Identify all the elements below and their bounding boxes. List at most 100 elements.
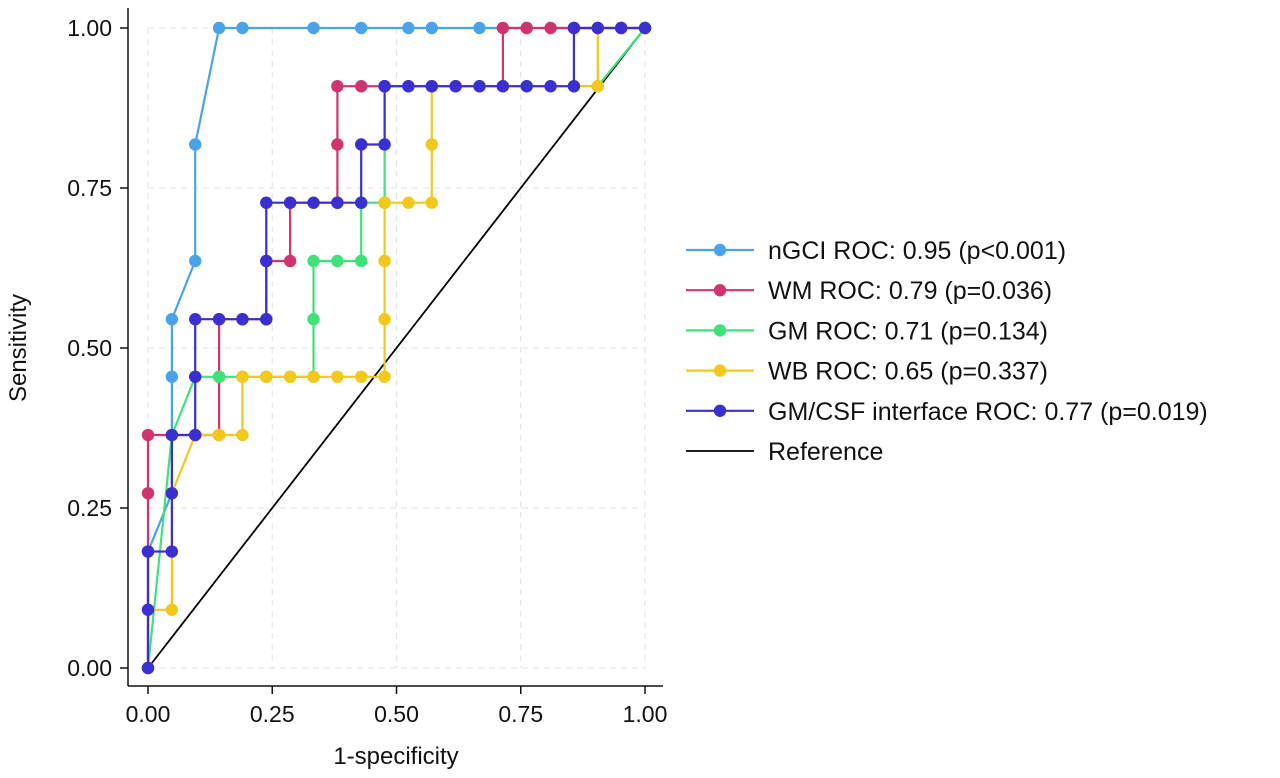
data-point-gm-csf [141,603,155,616]
data-point-wb [236,428,249,442]
data-point-wb [402,196,415,209]
data-point-gm-csf [544,80,557,93]
data-point-gm-csf [425,80,438,93]
legend-swatch-marker [713,324,727,337]
data-point-gm-csf [614,21,628,35]
data-point-gm-csf [260,313,273,326]
data-point-ngci [473,21,486,35]
data-point-gm [331,254,344,268]
series-reference [147,27,646,669]
x-tick-label: 1.00 [623,701,668,727]
legend-label: WB ROC: 0.65 (p=0.337) [768,358,1048,386]
series-gm-csf [141,21,652,675]
x-axis-title: 1-specificity [333,743,458,770]
data-point-gm-csf [355,196,368,209]
data-point-wm [283,254,297,268]
data-point-ngci [402,21,415,35]
data-point-gm-csf [355,138,368,151]
data-point-gm-csf [496,80,510,93]
data-point-gm [307,254,320,268]
data-point-wb [378,196,391,209]
series-line-wb [146,26,645,668]
data-point-gm-csf [331,196,344,209]
data-point-gm-csf [189,370,202,383]
data-point-gm-csf [165,545,179,558]
data-point-wb [260,370,273,383]
legend-item-gm: GM ROC: 0.71 (p=0.134) [686,317,1048,345]
data-point-gm-csf [307,196,320,209]
y-tick-label: 0.25 [67,495,112,521]
legend-label: WM ROC: 0.79 (p=0.036) [768,277,1052,305]
data-point-wb [378,313,391,326]
x-tick-label: 0.50 [374,701,419,727]
data-point-gm-csf [638,21,652,35]
data-point-wm [141,487,155,500]
data-point-wm [331,138,344,151]
data-point-ngci [236,21,249,35]
data-point-gm-csf [378,80,391,93]
data-point-gm-csf [165,487,179,500]
data-point-wb [425,196,438,209]
data-point-wb [307,370,320,383]
data-point-gm [355,254,368,268]
legend-swatch-marker [713,404,727,417]
data-point-wm [141,428,155,442]
x-tick-label: 0.25 [250,701,295,727]
data-point-ngci [189,138,202,151]
data-point-wb [236,370,249,383]
data-point-gm-csf [520,80,533,93]
data-point-wm [331,80,344,93]
x-tick-label: 0.00 [126,701,171,727]
legend-item-ngci: nGCI ROC: 0.95 (p<0.001) [686,237,1066,265]
data-point-gm-csf [283,196,297,209]
data-point-gm-csf [567,80,581,93]
legend-item-wm: WM ROC: 0.79 (p=0.036) [686,277,1052,305]
data-point-gm [212,370,226,383]
data-point-gm-csf [378,138,391,151]
data-point-ngci [425,21,438,35]
legend-item-reference: Reference [686,438,883,466]
data-point-gm-csf [567,21,581,35]
data-point-wb [591,80,604,93]
data-point-ngci [165,313,179,326]
data-point-wb [283,370,297,383]
x-tick-label: 0.75 [498,701,543,727]
data-point-wb [378,254,391,268]
data-point-ngci [165,370,179,383]
data-point-ngci [307,21,320,35]
legend-item-wb: WB ROC: 0.65 (p=0.337) [686,358,1048,386]
data-point-gm-csf [165,428,179,442]
data-point-gm-csf [260,196,273,209]
axes [127,8,663,687]
data-point-gm [307,313,320,326]
y-tick-label: 0.75 [67,175,112,201]
data-point-ngci [355,21,368,35]
legend-label: Reference [768,438,883,466]
tick-labels: 0.00 0.25 0.50 0.75 1.00 0.00 0.25 0.50 0.75 1.00 [67,15,667,727]
data-point-gm-csf [141,545,155,558]
legend-label: nGCI ROC: 0.95 (p<0.001) [768,237,1066,265]
y-tick-label: 0.50 [67,335,112,361]
data-point-wb [378,370,391,383]
data-point-gm-csf [189,313,202,326]
data-point-wb [165,603,179,616]
legend-swatch-marker [713,243,727,257]
data-point-wm [355,80,368,93]
y-tick-label: 1.00 [67,15,112,41]
legend-label: GM ROC: 0.71 (p=0.134) [768,317,1048,345]
data-point-wm [520,21,533,35]
data-point-wb [212,428,226,442]
data-point-gm-csf [236,313,249,326]
data-point-gm-csf [591,21,604,35]
data-point-gm-csf [141,661,155,675]
data-point-ngci [212,21,226,35]
data-point-wm [496,21,510,35]
data-point-wb [331,370,344,383]
legend-label: GM/CSF interface ROC: 0.77 (p=0.019) [768,398,1208,426]
data-point-ngci [189,254,202,268]
legend: nGCI ROC: 0.95 (p<0.001) WM ROC: 0.79 (p=… [686,237,1208,466]
data-point-wm [544,21,557,35]
data-point-gm-csf [449,80,462,93]
legend-swatch-marker [713,364,727,377]
